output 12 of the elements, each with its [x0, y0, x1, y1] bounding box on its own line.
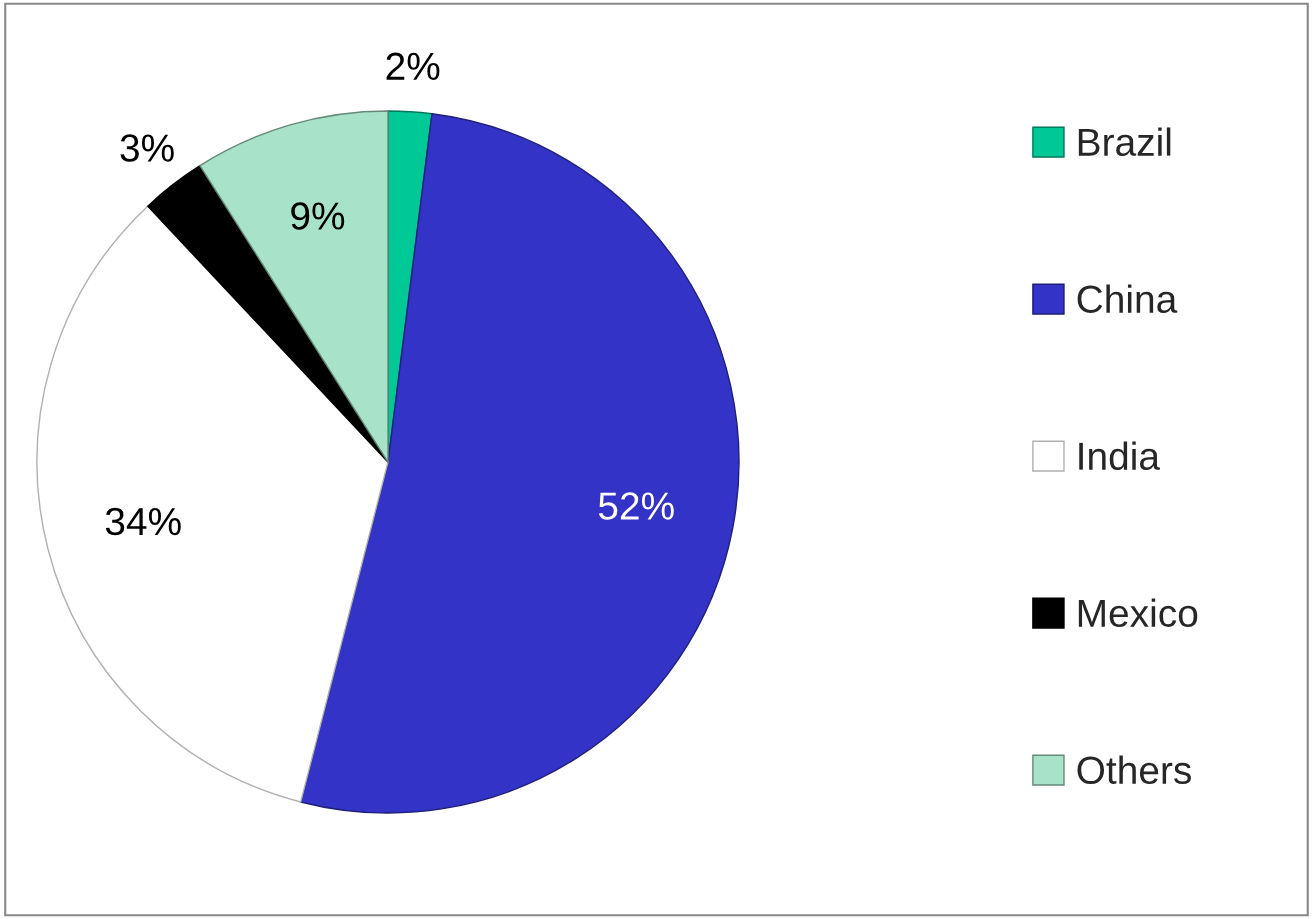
legend-label: Others [1077, 755, 1191, 785]
data-label: 2% [386, 52, 440, 80]
legend-label: China [1077, 284, 1178, 314]
data-label: 34% [105, 507, 181, 536]
data-label: 3% [120, 134, 174, 162]
data-label: 52% [598, 492, 674, 520]
pie-slice [199, 110, 389, 463]
legend-label: India [1079, 441, 1160, 471]
legend-label: Brazil [1078, 127, 1171, 157]
legend-label: Mexico [1078, 598, 1198, 628]
pie-slice [147, 164, 389, 463]
data-label: 9% [291, 202, 345, 230]
